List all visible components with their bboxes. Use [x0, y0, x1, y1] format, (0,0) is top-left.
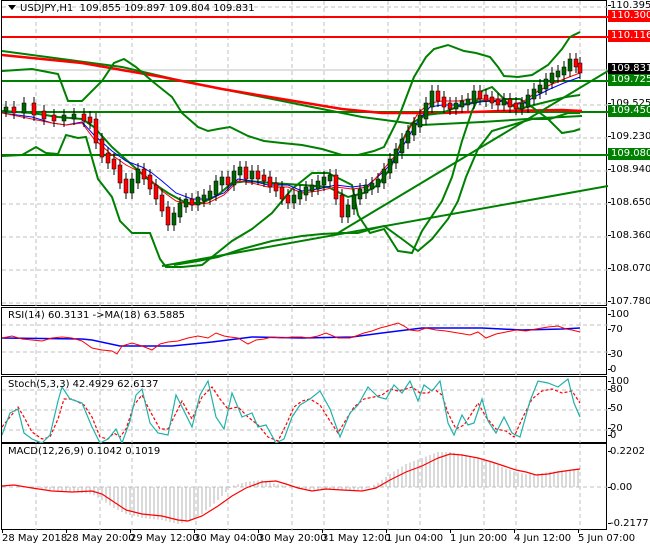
rsi-tick: 0	[607, 364, 617, 375]
time-label: 1 Jun 04:00	[386, 529, 444, 544]
time-label: 5 Jun 07:00	[578, 529, 636, 544]
price-tick: 110.395	[607, 0, 650, 11]
macd-tick: 0.00	[607, 482, 633, 493]
rsi-ma-line	[2, 327, 581, 347]
main-chart-panel[interactable]: USDJPY,H1 109.855 109.897 109.804 109.83…	[1, 0, 608, 307]
rsi-line	[2, 322, 581, 355]
stoch-tick: 0	[607, 430, 617, 441]
macd-tick: -0.2177	[608, 518, 649, 529]
ohlc-values: 109.855 109.897 109.804 109.831	[79, 3, 255, 14]
stoch-tick: 100	[607, 376, 630, 387]
level-label-110116: 110.116	[608, 30, 650, 42]
macd-canvas	[2, 444, 608, 531]
macd-title: MACD(12,26,9) 0.1042 0.1019	[8, 446, 161, 457]
candles	[3, 53, 583, 231]
macd-tick: 0.2202	[608, 446, 645, 457]
macd-panel[interactable]: MACD(12,26,9) 0.1042 0.1019	[1, 443, 608, 531]
level-label-109450: 109.450	[608, 105, 650, 117]
macd-axis: 0.2202 0.00 -0.2177	[607, 443, 650, 530]
current-price-label: 109.831	[608, 63, 650, 75]
stoch-canvas	[2, 377, 608, 444]
price-tick: 109.230	[607, 131, 650, 142]
level-label-110300: 110.300	[608, 10, 650, 22]
time-label: 4 Jun 12:00	[514, 529, 572, 544]
price-tick: 109.525	[607, 98, 650, 109]
bollinger-lower-2	[173, 112, 580, 266]
stoch-tick: 20	[608, 423, 623, 434]
bollinger-lower	[2, 85, 581, 268]
stoch-tick: 50	[608, 403, 623, 414]
stoch-axis: 100 80 50 20 0	[607, 376, 650, 443]
price-tick: 108.940	[607, 164, 650, 175]
symbol-label: USDJPY,H1	[20, 3, 74, 14]
level-label-109725: 109.725	[608, 74, 650, 86]
price-chart-canvas	[2, 1, 608, 307]
time-label: 30 May 04:00	[194, 529, 263, 544]
price-tick: 108.650	[607, 197, 650, 208]
time-label: 29 May 12:00	[130, 529, 199, 544]
rsi-title: RSI(14) 60.3131 ->MA(18) 63.5885	[8, 310, 185, 321]
macd-histogram	[41, 452, 579, 524]
rsi-axis: 100 70 30 0	[607, 307, 650, 375]
macd-signal-line	[2, 453, 581, 522]
rsi-tick: 30	[608, 349, 623, 360]
level-label-109080: 109.080	[608, 148, 650, 160]
time-label: 31 May 12:00	[322, 529, 391, 544]
stoch-main-line	[2, 377, 581, 444]
stoch-title: Stoch(5,3,3) 42.4929 62.6137	[8, 379, 159, 390]
stoch-tick: 80	[608, 384, 623, 395]
price-tick: 108.070	[607, 263, 650, 274]
price-tick: 107.780	[607, 296, 650, 307]
rsi-tick: 100	[607, 309, 630, 320]
price-axis: 110.395 109.525 109.230 108.940 108.650 …	[607, 0, 650, 307]
time-axis: 28 May 2018 28 May 20:00 29 May 12:00 30…	[0, 529, 650, 550]
time-label: 30 May 20:00	[258, 529, 327, 544]
rsi-canvas	[2, 308, 608, 376]
bollinger-upper	[2, 31, 581, 156]
stochastic-panel[interactable]: Stoch(5,3,3) 42.4929 62.6137	[1, 376, 608, 444]
chart-header: USDJPY,H1 109.855 109.897 109.804 109.83…	[8, 3, 255, 14]
dropdown-triangle-icon[interactable]	[8, 5, 16, 10]
rsi-panel[interactable]: RSI(14) 60.3131 ->MA(18) 63.5885	[1, 307, 608, 376]
time-label: 28 May 2018	[2, 529, 68, 544]
long-ma-green	[2, 50, 583, 127]
rsi-tick: 70	[608, 324, 623, 335]
time-label: 1 Jun 20:00	[450, 529, 508, 544]
price-tick: 108.360	[607, 230, 650, 241]
time-label: 28 May 20:00	[66, 529, 135, 544]
ma-red	[2, 72, 581, 206]
stoch-signal-line	[2, 386, 581, 442]
